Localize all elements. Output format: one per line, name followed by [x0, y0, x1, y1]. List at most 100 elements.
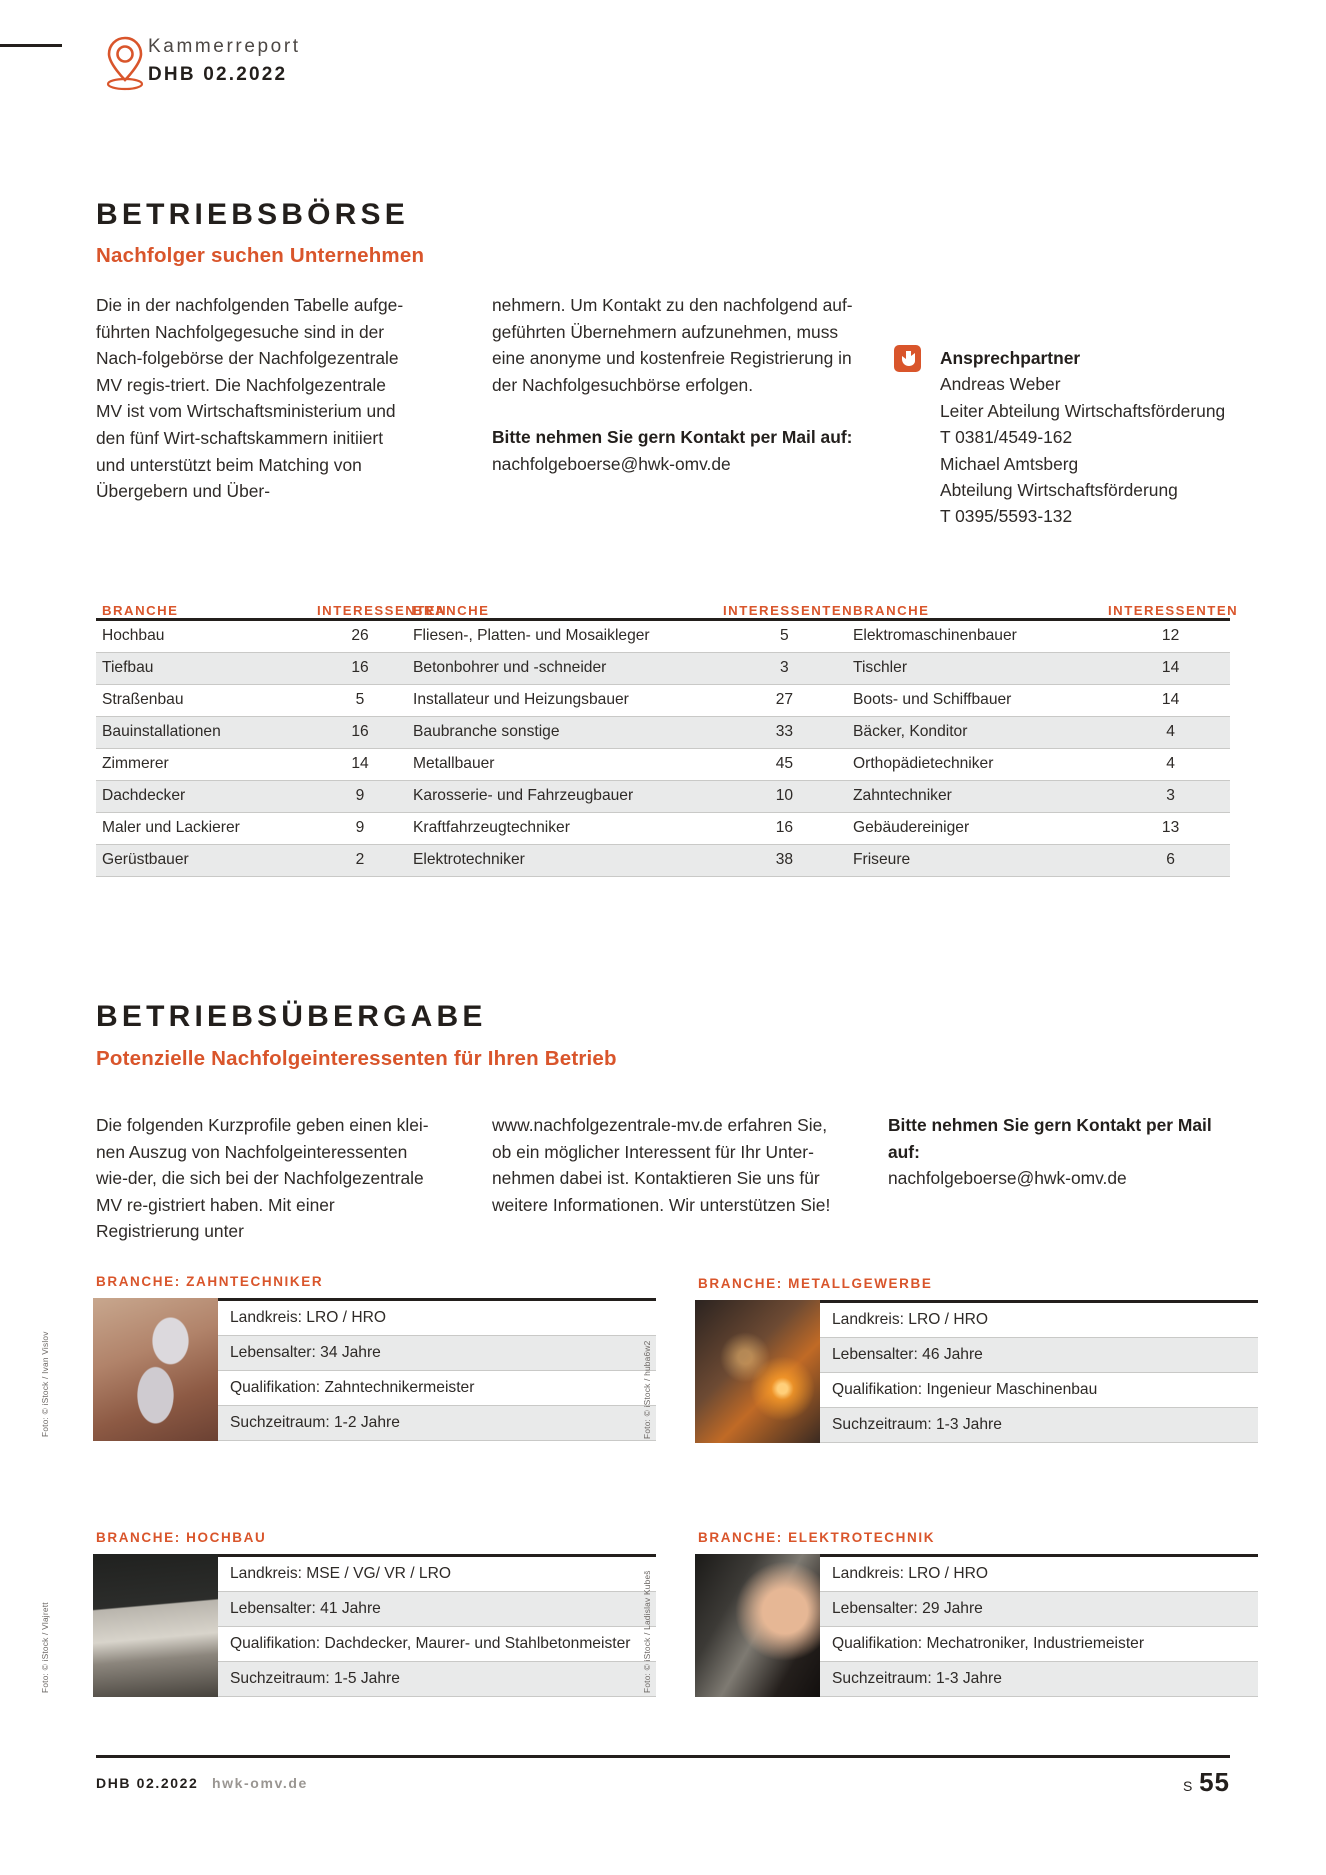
- cell-branche: Boots- und Schiffbauer: [853, 691, 1012, 708]
- table-row: Metallbauer 45: [403, 749, 843, 781]
- page-footer: DHB 02.2022 hwk-omv.de S 55: [0, 1755, 1326, 1875]
- section1-contact-block: Ansprechpartner Andreas Weber Leiter Abt…: [940, 345, 1270, 530]
- table-row: Tiefbau 16: [96, 652, 403, 685]
- table-header-group-2: BRANCHE INTERESSENTEN: [403, 590, 854, 618]
- cell-branche: Gerüstbauer: [102, 851, 189, 868]
- cell-interessenten: 5: [780, 627, 789, 644]
- cell-interessenten: 4: [1166, 723, 1175, 740]
- table-row: Baubranche sonstige 33: [403, 716, 843, 749]
- footer-page-value: 55: [1199, 1767, 1230, 1797]
- section1-title: BETRIEBSBÖRSE: [96, 198, 409, 231]
- table-header-interessenten-2: INTERESSENTEN: [723, 603, 854, 618]
- card-row-lebensalter: Lebensalter: 41 Jahre: [218, 1591, 656, 1627]
- table-header-branche-2: BRANCHE: [413, 603, 490, 618]
- running-head-title: Kammerreport: [148, 36, 301, 57]
- table-topline-2: [403, 618, 843, 621]
- cell-interessenten: 2: [355, 851, 365, 868]
- contact-line-4: Abteilung Wirtschaftsförderung: [940, 480, 1178, 501]
- dental-model-photo: [93, 1298, 218, 1441]
- metal-grinding-photo: [695, 1300, 820, 1443]
- card-row-landkreis: Landkreis: LRO / HRO: [820, 1303, 1258, 1338]
- section1-mail-address[interactable]: nachfolgeboerse@hwk-omv.de: [492, 453, 731, 474]
- card-row-landkreis: Landkreis: LRO / HRO: [218, 1301, 656, 1336]
- contact-line-5: T 0395/5593-132: [940, 506, 1073, 527]
- card-rows-1: Landkreis: LRO / HRO Lebensalter: 46 Jah…: [820, 1300, 1258, 1443]
- table-row: Maler und Lackierer 9: [96, 813, 403, 845]
- card-row-landkreis: Landkreis: MSE / VG/ VR / LRO: [218, 1557, 656, 1592]
- section1-column-1: Die in der nachfolgenden Tabelle aufge-f…: [96, 292, 416, 505]
- cell-branche: Kraftfahrzeugtechniker: [413, 819, 570, 836]
- table-row: Tischler 14: [843, 652, 1230, 685]
- cell-interessenten: 4: [1166, 755, 1175, 772]
- cell-branche: Karosserie- und Fahrzeugbauer: [413, 787, 634, 804]
- card-label-2: BRANCHE: HOCHBAU: [96, 1530, 267, 1545]
- cell-branche: Elektromaschinenbauer: [853, 627, 1017, 644]
- card-label-1: BRANCHE: METALLGEWERBE: [698, 1276, 933, 1291]
- card-row-lebensalter: Lebensalter: 29 Jahre: [820, 1591, 1258, 1627]
- table-row: Friseure 6: [843, 844, 1230, 877]
- cell-interessenten: 9: [355, 787, 365, 804]
- card-row-lebensalter: Lebensalter: 46 Jahre: [820, 1337, 1258, 1373]
- cell-branche: Hochbau: [102, 627, 165, 644]
- card-row-suchzeitraum: Suchzeitraum: 1-2 Jahre: [218, 1405, 656, 1441]
- table-row: Dachdecker 9: [96, 780, 403, 813]
- profile-card-3: Foto: © iStock / Ladislav Kubeš Landkrei…: [642, 1554, 1258, 1697]
- card-row-qualifikation: Qualifikation: Dachdecker, Maurer- und S…: [218, 1627, 656, 1662]
- cell-branche: Orthopädietechniker: [853, 755, 994, 772]
- section2-title: BETRIEBSÜBERGABE: [96, 1000, 487, 1033]
- cell-interessenten: 6: [1166, 851, 1175, 868]
- electrical-motor-photo: [695, 1554, 820, 1697]
- cell-branche: Maler und Lackierer: [102, 819, 240, 836]
- cell-interessenten: 33: [775, 723, 794, 740]
- cell-branche: Straßenbau: [102, 691, 184, 708]
- cell-interessenten: 16: [351, 723, 369, 740]
- contact-line-3: Michael Amtsberg: [940, 453, 1079, 474]
- card-row-qualifikation: Qualifikation: Ingenieur Maschinenbau: [820, 1373, 1258, 1408]
- section1-col2-paragraph: nehmern. Um Kontakt zu den nachfolgend a…: [492, 295, 853, 395]
- section1-mail-prompt: Bitte nehmen Sie gern Kontakt per Mail a…: [492, 427, 853, 448]
- table-row: Zimmerer 14: [96, 749, 403, 781]
- table-row: Karosserie- und Fahrzeugbauer 10: [403, 780, 843, 813]
- table-row: Straßenbau 5: [96, 685, 403, 717]
- contact-line-2: T 0381/4549-162: [940, 427, 1073, 448]
- contact-line-1: Leiter Abteilung Wirtschaftsförderung: [940, 400, 1226, 421]
- card-row-suchzeitraum: Suchzeitraum: 1-3 Jahre: [820, 1661, 1258, 1697]
- table-header-branche-1: BRANCHE: [102, 603, 179, 618]
- table-row: Orthopädietechniker 4: [843, 749, 1230, 781]
- cell-interessenten: 45: [775, 755, 794, 772]
- cell-interessenten: 5: [355, 691, 365, 708]
- branches-table: BRANCHE INTERESSENTEN Hochbau 26 Tiefbau 1…: [96, 590, 1237, 877]
- section2-subtitle: Potenzielle Nachfolgeinteressenten für I…: [96, 1047, 617, 1070]
- table-header-group-3: BRANCHE INTERESSENTEN: [843, 590, 1237, 618]
- section2-column-2: www.nachfolgezentrale-mv.de erfahren Sie…: [492, 1112, 842, 1218]
- card-topline-0: [218, 1298, 656, 1301]
- section2-column-3: Bitte nehmen Sie gern Kontakt per Mail a…: [888, 1112, 1233, 1192]
- cell-interessenten: 14: [1161, 691, 1180, 708]
- card-row-suchzeitraum: Suchzeitraum: 1-5 Jahre: [218, 1661, 656, 1697]
- photo-credit-0: Foto: © iStock / Ivan Vislov: [40, 1330, 50, 1437]
- cell-branche: Gebäudereiniger: [853, 819, 970, 836]
- table-row: Hochbau 26: [96, 621, 403, 653]
- table-row: Zahntechniker 3: [843, 780, 1230, 813]
- card-row-qualifikation: Qualifikation: Mechatroniker, Industriem…: [820, 1627, 1258, 1662]
- cell-interessenten: 14: [351, 755, 369, 772]
- card-rows-3: Landkreis: LRO / HRO Lebensalter: 29 Jah…: [820, 1554, 1258, 1697]
- cell-branche: Bäcker, Konditor: [853, 723, 968, 740]
- table-row: Elektromaschinenbauer 12: [843, 621, 1230, 653]
- photo-credit-2: Foto: © iStock / Vlajrett: [40, 1601, 50, 1693]
- table-column-1: BRANCHE INTERESSENTEN Hochbau 26 Tiefbau 1…: [96, 590, 446, 877]
- contact-line-0: Andreas Weber: [940, 374, 1061, 395]
- table-row: Bäcker, Konditor 4: [843, 716, 1230, 749]
- cell-branche: Metallbauer: [413, 755, 495, 772]
- cell-branche: Zahntechniker: [853, 787, 952, 804]
- cell-interessenten: 9: [355, 819, 365, 836]
- card-topline-2: [218, 1554, 656, 1557]
- section1-column-2: nehmern. Um Kontakt zu den nachfolgend a…: [492, 292, 857, 478]
- footer-rule: [96, 1755, 1230, 1758]
- plastering-photo: [93, 1554, 218, 1697]
- section2-mail-address[interactable]: nachfolgeboerse@hwk-omv.de: [888, 1168, 1127, 1189]
- cell-branche: Baubranche sonstige: [413, 723, 560, 740]
- card-row-lebensalter: Lebensalter: 34 Jahre: [218, 1335, 656, 1371]
- cell-branche: Tiefbau: [102, 659, 154, 676]
- photo-credit-1: Foto: © iStock / huba6w2: [642, 1340, 652, 1439]
